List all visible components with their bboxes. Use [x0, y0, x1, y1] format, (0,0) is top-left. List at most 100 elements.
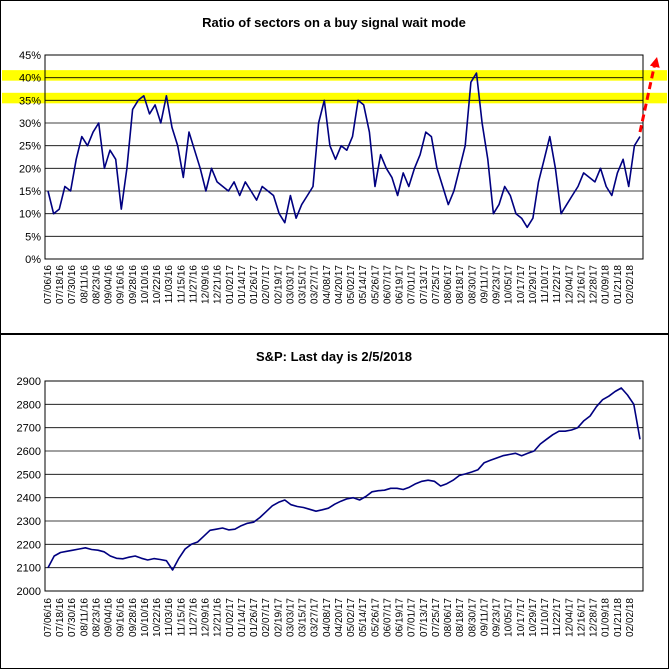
bottom-x-tick-label: 12/21/16	[213, 598, 224, 637]
top-trend-arrow-line	[638, 62, 657, 133]
top-x-tick-label: 09/23/17	[492, 265, 503, 304]
top-chart-frame	[0, 0, 669, 334]
bottom-x-tick-label: 08/23/16	[92, 598, 103, 637]
bottom-x-tick-label: 07/25/17	[431, 598, 442, 637]
top-x-tick-label: 12/04/17	[564, 265, 575, 304]
bottom-x-tick-label: 07/30/16	[67, 598, 78, 637]
bottom-x-tick-label: 05/14/17	[358, 598, 369, 637]
bottom-y-tick-label: 2100	[17, 563, 41, 575]
bottom-x-tick-label: 07/18/16	[55, 598, 66, 637]
top-x-tick-label: 12/21/16	[213, 265, 224, 304]
top-x-tick-label: 01/14/17	[237, 265, 248, 304]
top-x-tick-label: 06/07/17	[382, 265, 393, 304]
bottom-x-tick-label: 02/02/18	[625, 598, 636, 637]
bottom-x-tick-label: 03/15/17	[298, 598, 309, 637]
top-x-tick-label: 11/15/16	[176, 265, 187, 304]
top-x-tick-label: 12/09/16	[201, 265, 212, 304]
bottom-x-tick-label: 12/16/17	[576, 598, 587, 637]
top-x-tick-label: 09/28/16	[128, 265, 139, 304]
top-x-tick-label: 07/13/17	[419, 265, 430, 304]
bottom-x-tick-label: 03/27/17	[310, 598, 321, 637]
bottom-y-tick-label: 2300	[17, 516, 41, 528]
bottom-x-tick-label: 09/28/16	[128, 598, 139, 637]
top-x-tick-label: 04/20/17	[334, 265, 345, 304]
bottom-x-tick-label: 06/19/17	[395, 598, 406, 637]
bottom-x-tick-label: 08/11/16	[79, 598, 90, 637]
top-x-tick-label: 01/21/18	[613, 265, 624, 304]
top-x-tick-label: 07/06/16	[43, 265, 54, 304]
top-y-tick-label: 30%	[19, 118, 41, 130]
bottom-x-tick-label: 08/18/17	[455, 598, 466, 637]
bottom-x-tick-label: 02/07/17	[261, 598, 272, 637]
top-y-tick-label: 25%	[19, 141, 41, 153]
top-x-tick-label: 02/07/17	[261, 265, 272, 304]
bottom-x-tick-label: 10/29/17	[528, 598, 539, 637]
bottom-x-tick-label: 07/01/17	[407, 598, 418, 637]
top-x-tick-label: 11/10/17	[540, 265, 551, 304]
top-x-tick-label: 08/18/17	[455, 265, 466, 304]
bottom-y-tick-label: 2500	[17, 469, 41, 481]
bottom-x-tick-label: 09/16/16	[116, 598, 127, 637]
top-x-tick-label: 08/23/16	[92, 265, 103, 304]
top-y-tick-label: 5%	[25, 231, 41, 243]
bottom-x-tick-label: 01/09/18	[601, 598, 612, 637]
top-y-tick-label: 35%	[19, 95, 41, 107]
bottom-y-tick-label: 2200	[17, 539, 41, 551]
top-x-tick-label: 03/15/17	[298, 265, 309, 304]
top-x-tick-label: 05/14/17	[358, 265, 369, 304]
bottom-x-tick-label: 01/21/18	[613, 598, 624, 637]
top-x-tick-label: 06/19/17	[395, 265, 406, 304]
top-x-tick-label: 11/03/16	[164, 265, 175, 304]
bottom-x-tick-label: 10/17/17	[516, 598, 527, 637]
bottom-x-tick-label: 07/06/16	[43, 598, 54, 637]
bottom-x-tick-label: 06/07/17	[382, 598, 393, 637]
top-x-tick-label: 01/09/18	[601, 265, 612, 304]
top-x-tick-label: 11/27/16	[189, 265, 200, 304]
top-x-tick-label: 04/08/17	[322, 265, 333, 304]
bottom-y-tick-label: 2000	[17, 586, 41, 598]
top-highlight-band	[2, 70, 667, 81]
bottom-x-tick-label: 11/22/17	[552, 598, 563, 637]
bottom-x-tick-label: 11/03/16	[164, 598, 175, 637]
top-x-tick-label: 12/28/17	[589, 265, 600, 304]
bottom-x-tick-label: 04/08/17	[322, 598, 333, 637]
top-chart-title: Ratio of sectors on a buy signal wait mo…	[202, 15, 466, 30]
top-x-tick-label: 12/16/17	[576, 265, 587, 304]
top-y-tick-label: 40%	[19, 73, 41, 85]
top-x-tick-label: 08/06/17	[443, 265, 454, 304]
top-x-tick-label: 07/30/16	[67, 265, 78, 304]
bottom-x-tick-label: 10/22/16	[152, 598, 163, 637]
bottom-x-tick-label: 01/02/17	[225, 598, 236, 637]
bottom-chart-plot: 2000 2100 2200 2300 2400 2500 2600 2700 2800 2900…	[17, 376, 644, 637]
top-highlight-band	[2, 92, 667, 104]
top-x-tick-label: 02/19/17	[273, 265, 284, 304]
bottom-y-tick-label: 2600	[17, 446, 41, 458]
top-y-tick-label: 45%	[19, 50, 41, 62]
top-x-tick-label: 05/26/17	[370, 265, 381, 304]
top-x-tick-label: 01/02/17	[225, 265, 236, 304]
bottom-x-tick-label: 08/30/17	[467, 598, 478, 637]
top-trend-arrow-head	[649, 57, 660, 68]
bottom-x-tick-label: 09/04/16	[104, 598, 115, 637]
bottom-x-tick-label: 10/05/17	[504, 598, 515, 637]
bottom-x-tick-label: 05/26/17	[370, 598, 381, 637]
bottom-x-tick-label: 09/11/17	[479, 598, 490, 637]
bottom-x-tick-label: 12/28/17	[589, 598, 600, 637]
top-y-tick-label: 0%	[25, 254, 41, 266]
bottom-x-tick-label: 01/26/17	[249, 598, 260, 637]
bottom-chart-frame	[0, 334, 669, 669]
top-x-tick-label: 02/02/18	[625, 265, 636, 304]
bottom-x-tick-label: 12/04/17	[564, 598, 575, 637]
top-x-tick-label: 10/10/16	[140, 265, 151, 304]
top-y-tick-label: 15%	[19, 186, 41, 198]
top-x-tick-label: 07/01/17	[407, 265, 418, 304]
top-x-tick-label: 09/16/16	[116, 265, 127, 304]
top-x-tick-label: 10/05/17	[504, 265, 515, 304]
top-x-tick-label: 03/03/17	[285, 265, 296, 304]
top-x-tick-label: 09/11/17	[479, 265, 490, 304]
top-x-tick-label: 08/11/16	[79, 265, 90, 304]
bottom-y-tick-label: 2400	[17, 493, 41, 505]
top-x-tick-label: 01/26/17	[249, 265, 260, 304]
